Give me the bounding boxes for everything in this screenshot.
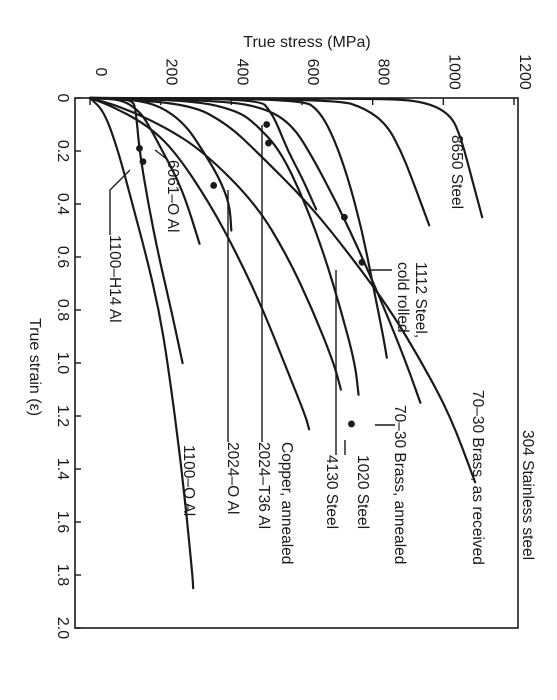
y-tick-label: 200 bbox=[163, 59, 180, 86]
series-curve-8 bbox=[88, 96, 311, 431]
series-curve-10 bbox=[88, 96, 233, 232]
axis-ticks: 0 200 400 600 800 1000 1200 0 0.2 0.4 0.6 0.8 1.0 1.2… bbox=[54, 54, 533, 639]
label-leader bbox=[154, 149, 169, 161]
series-label: 1100–O Al bbox=[180, 445, 197, 516]
x-tick-label: 0.6 bbox=[54, 246, 71, 268]
curve-marker bbox=[139, 158, 147, 166]
curve-marker bbox=[265, 139, 272, 147]
label-leaders bbox=[109, 125, 395, 455]
series-label: 70–30 Brass, annealed bbox=[391, 405, 408, 564]
series-label: 4130 Steel bbox=[323, 455, 340, 529]
series-label: 6061–O Al bbox=[164, 160, 181, 232]
x-tick-label: 0.2 bbox=[54, 140, 71, 162]
x-tick-label: 1.2 bbox=[54, 405, 71, 427]
series-label: 1112 Steel, bbox=[412, 262, 429, 338]
series-label: 2024–O Al bbox=[224, 442, 241, 514]
y-tick-label: 400 bbox=[233, 59, 250, 86]
series-curve-2 bbox=[88, 96, 422, 404]
label-leader bbox=[109, 169, 131, 235]
curve-marker bbox=[263, 121, 271, 128]
x-tick-label: 0 bbox=[54, 94, 71, 103]
curve-marker bbox=[136, 144, 143, 152]
series-curve-12 bbox=[88, 96, 184, 365]
y-tick-label: 0 bbox=[92, 68, 109, 77]
series-label: 1100–H14 Al bbox=[106, 235, 123, 323]
curve-marker bbox=[341, 213, 348, 221]
x-tick-label: 1.4 bbox=[54, 458, 71, 480]
curve-marker bbox=[358, 258, 366, 266]
x-tick-label: 1.0 bbox=[54, 352, 71, 374]
y-axis-title: True stress (MPa) bbox=[243, 34, 370, 51]
series-label: 8650 Steel bbox=[448, 135, 465, 209]
x-tick-label: 2.0 bbox=[54, 617, 71, 639]
series-curve-5 bbox=[88, 96, 342, 391]
y-tick-label: 1200 bbox=[516, 54, 533, 90]
series-label: 70–30 Brass, as received bbox=[469, 390, 486, 565]
series-label: cold rolled bbox=[394, 262, 411, 333]
x-tick-label: 0.8 bbox=[54, 299, 71, 321]
y-tick-label: 600 bbox=[304, 59, 321, 86]
series-curve-1 bbox=[88, 96, 477, 484]
series-label: Copper, annealed bbox=[278, 442, 295, 564]
y-tick-label: 1000 bbox=[445, 54, 462, 90]
curves bbox=[88, 96, 484, 590]
series-curve-13 bbox=[88, 96, 195, 590]
series-label: 304 Stainless steel bbox=[519, 430, 536, 560]
labels: 304 Stainless steel 70–30 Brass, as recei… bbox=[106, 135, 536, 565]
curve-marker bbox=[210, 182, 218, 189]
x-axis-title: True strain (ε) bbox=[26, 318, 43, 416]
series-curve-6 bbox=[88, 96, 360, 396]
x-tick-label: 1.6 bbox=[54, 511, 71, 533]
x-tick-label: 1.8 bbox=[54, 564, 71, 586]
y-tick-label: 800 bbox=[375, 59, 392, 86]
curve-marker bbox=[348, 420, 355, 428]
series-label: 2024–T36 Al bbox=[255, 442, 272, 529]
x-tick-label: 0.4 bbox=[54, 193, 71, 215]
series-label: 1020 Steel bbox=[354, 455, 371, 529]
series-curve-9 bbox=[88, 96, 318, 211]
series-curve-3 bbox=[88, 96, 484, 219]
curve-markers bbox=[136, 121, 366, 428]
